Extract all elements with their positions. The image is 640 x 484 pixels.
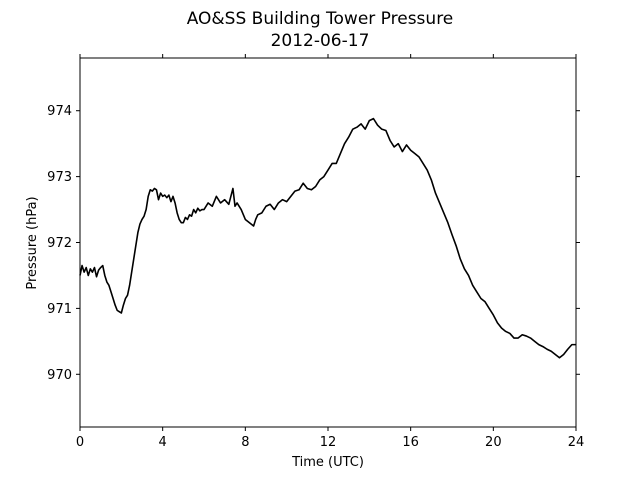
x-tick-label: 12	[320, 435, 337, 450]
x-tick-label: 4	[159, 435, 167, 450]
data-line-layer	[79, 117, 576, 359]
chart-title: AO&SS Building Tower Pressure	[187, 9, 454, 29]
x-tick-label: 20	[485, 435, 502, 450]
pressure-series-line	[79, 117, 576, 359]
y-tick-label: 974	[47, 104, 72, 119]
x-tick-label: 8	[241, 435, 249, 450]
chart-subtitle: 2012-06-17	[271, 31, 370, 51]
y-axis-label: Pressure (hPa)	[25, 196, 40, 289]
y-tick-label: 971	[47, 302, 72, 317]
x-tick-label: 16	[402, 435, 419, 450]
y-tick-label: 972	[47, 236, 72, 251]
y-tick-label: 970	[47, 368, 72, 383]
y-tick-label: 973	[47, 170, 72, 185]
x-tick-label: 24	[568, 435, 585, 450]
x-axis-label: Time (UTC)	[291, 455, 364, 470]
axis-ticks: 0 4 8 12 16 20 24 970 971 972 973 974	[47, 54, 584, 450]
x-tick-label: 0	[76, 435, 84, 450]
plot-frame	[79, 57, 577, 428]
